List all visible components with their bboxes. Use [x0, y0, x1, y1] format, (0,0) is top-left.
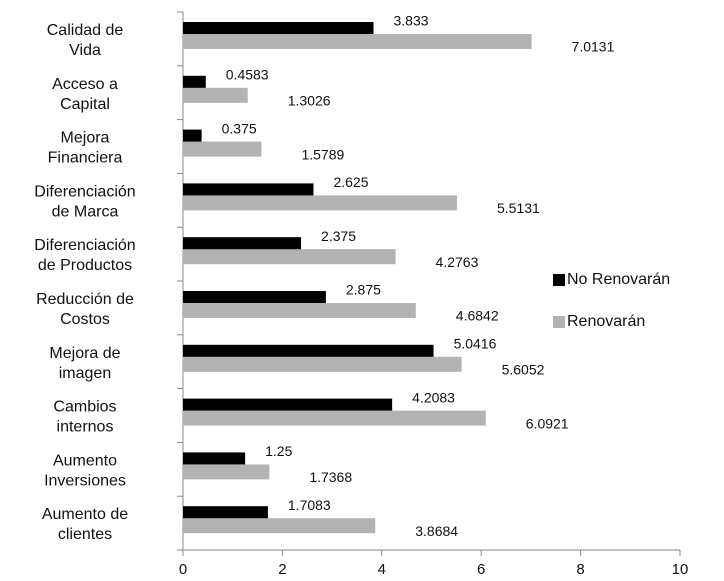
value-label: 5.6052 [502, 362, 545, 378]
bar [183, 398, 393, 414]
category-line: Mejora [61, 130, 110, 147]
category-label: Aumento Inversiones [44, 453, 126, 490]
value-label: 3.8684 [415, 523, 458, 539]
category-label: Diferenciación de Productos [34, 237, 135, 274]
value-label: 4.6842 [456, 308, 499, 324]
category-label: Acceso a Capital [52, 76, 118, 113]
bar [183, 464, 270, 480]
category-line: Vida [69, 42, 101, 59]
x-tick-label: 4 [378, 561, 386, 578]
category-line: Mejora de [49, 345, 120, 362]
bar [183, 291, 326, 306]
value-label: 6.0921 [526, 415, 569, 431]
bar [183, 34, 532, 49]
x-tick-label: 10 [672, 561, 689, 578]
bar [183, 141, 262, 157]
value-label: 2.875 [346, 282, 381, 298]
value-label: 1.7368 [309, 469, 352, 485]
category-line: Acceso a [52, 76, 118, 93]
category-line: Calidad de [47, 22, 124, 39]
category-line: Capital [60, 96, 110, 113]
category-line: clientes [58, 526, 112, 543]
bar [183, 506, 268, 522]
bar [183, 518, 376, 534]
x-tick-label: 6 [477, 561, 485, 578]
bar [183, 344, 434, 360]
bar [183, 452, 246, 468]
x-tick-label: 2 [278, 561, 286, 578]
value-label: 1.5789 [301, 146, 344, 162]
bar [183, 129, 202, 145]
category-line: de Marca [52, 204, 119, 221]
category-line: imagen [59, 365, 111, 382]
category-label: Cambios internos [53, 399, 116, 436]
bar [183, 195, 458, 211]
category-line: de Productos [38, 257, 132, 274]
bar [183, 410, 486, 426]
category-label: Calidad de Vida [47, 22, 124, 59]
bar [183, 183, 314, 199]
bar [183, 237, 302, 253]
x-tick-label: 0 [179, 561, 187, 578]
value-label: 7.0131 [572, 39, 615, 55]
value-label: 0.375 [222, 120, 257, 136]
value-label: 2.375 [321, 228, 356, 244]
value-label: 0.4583 [226, 67, 269, 83]
bar [183, 22, 374, 37]
category-line: Financiera [48, 150, 123, 167]
category-line: Cambios [53, 399, 116, 416]
value-label: 1.7083 [288, 497, 331, 513]
value-label: 3.833 [394, 13, 429, 29]
category-label: Diferenciación de Marca [34, 184, 135, 221]
value-label: 1.25 [265, 443, 292, 459]
category-line: Aumento [53, 453, 117, 470]
category-label: Mejora de imagen [49, 345, 120, 382]
value-label: 1.3026 [288, 93, 331, 109]
value-label: 4.2083 [412, 389, 455, 405]
category-line: Costos [60, 311, 110, 328]
category-line: internos [57, 419, 114, 436]
value-label: 4.2763 [436, 254, 479, 270]
category-line: Aumento de [42, 506, 128, 523]
bar [183, 249, 396, 265]
legend-swatch [553, 316, 565, 328]
legend-label: No Renovarán [567, 271, 670, 288]
value-label: 5.0416 [454, 336, 497, 352]
bar [183, 75, 206, 91]
category-label: Reducción de Costos [36, 291, 134, 328]
category-label: Aumento de clientes [42, 506, 128, 543]
value-label: 5.5131 [497, 200, 540, 216]
bar [183, 356, 462, 372]
value-label: 2.625 [333, 174, 368, 190]
category-label: Mejora Financiera [48, 130, 123, 167]
category-line: Diferenciación [34, 237, 135, 254]
category-line: Reducción de [36, 291, 134, 308]
category-line: Diferenciación [34, 184, 135, 201]
bar [183, 87, 248, 103]
bar [183, 303, 416, 318]
category-line: Inversiones [44, 473, 126, 490]
x-tick-label: 8 [576, 561, 584, 578]
legend-label: Renovarán [567, 313, 645, 330]
legend-swatch [553, 274, 565, 286]
